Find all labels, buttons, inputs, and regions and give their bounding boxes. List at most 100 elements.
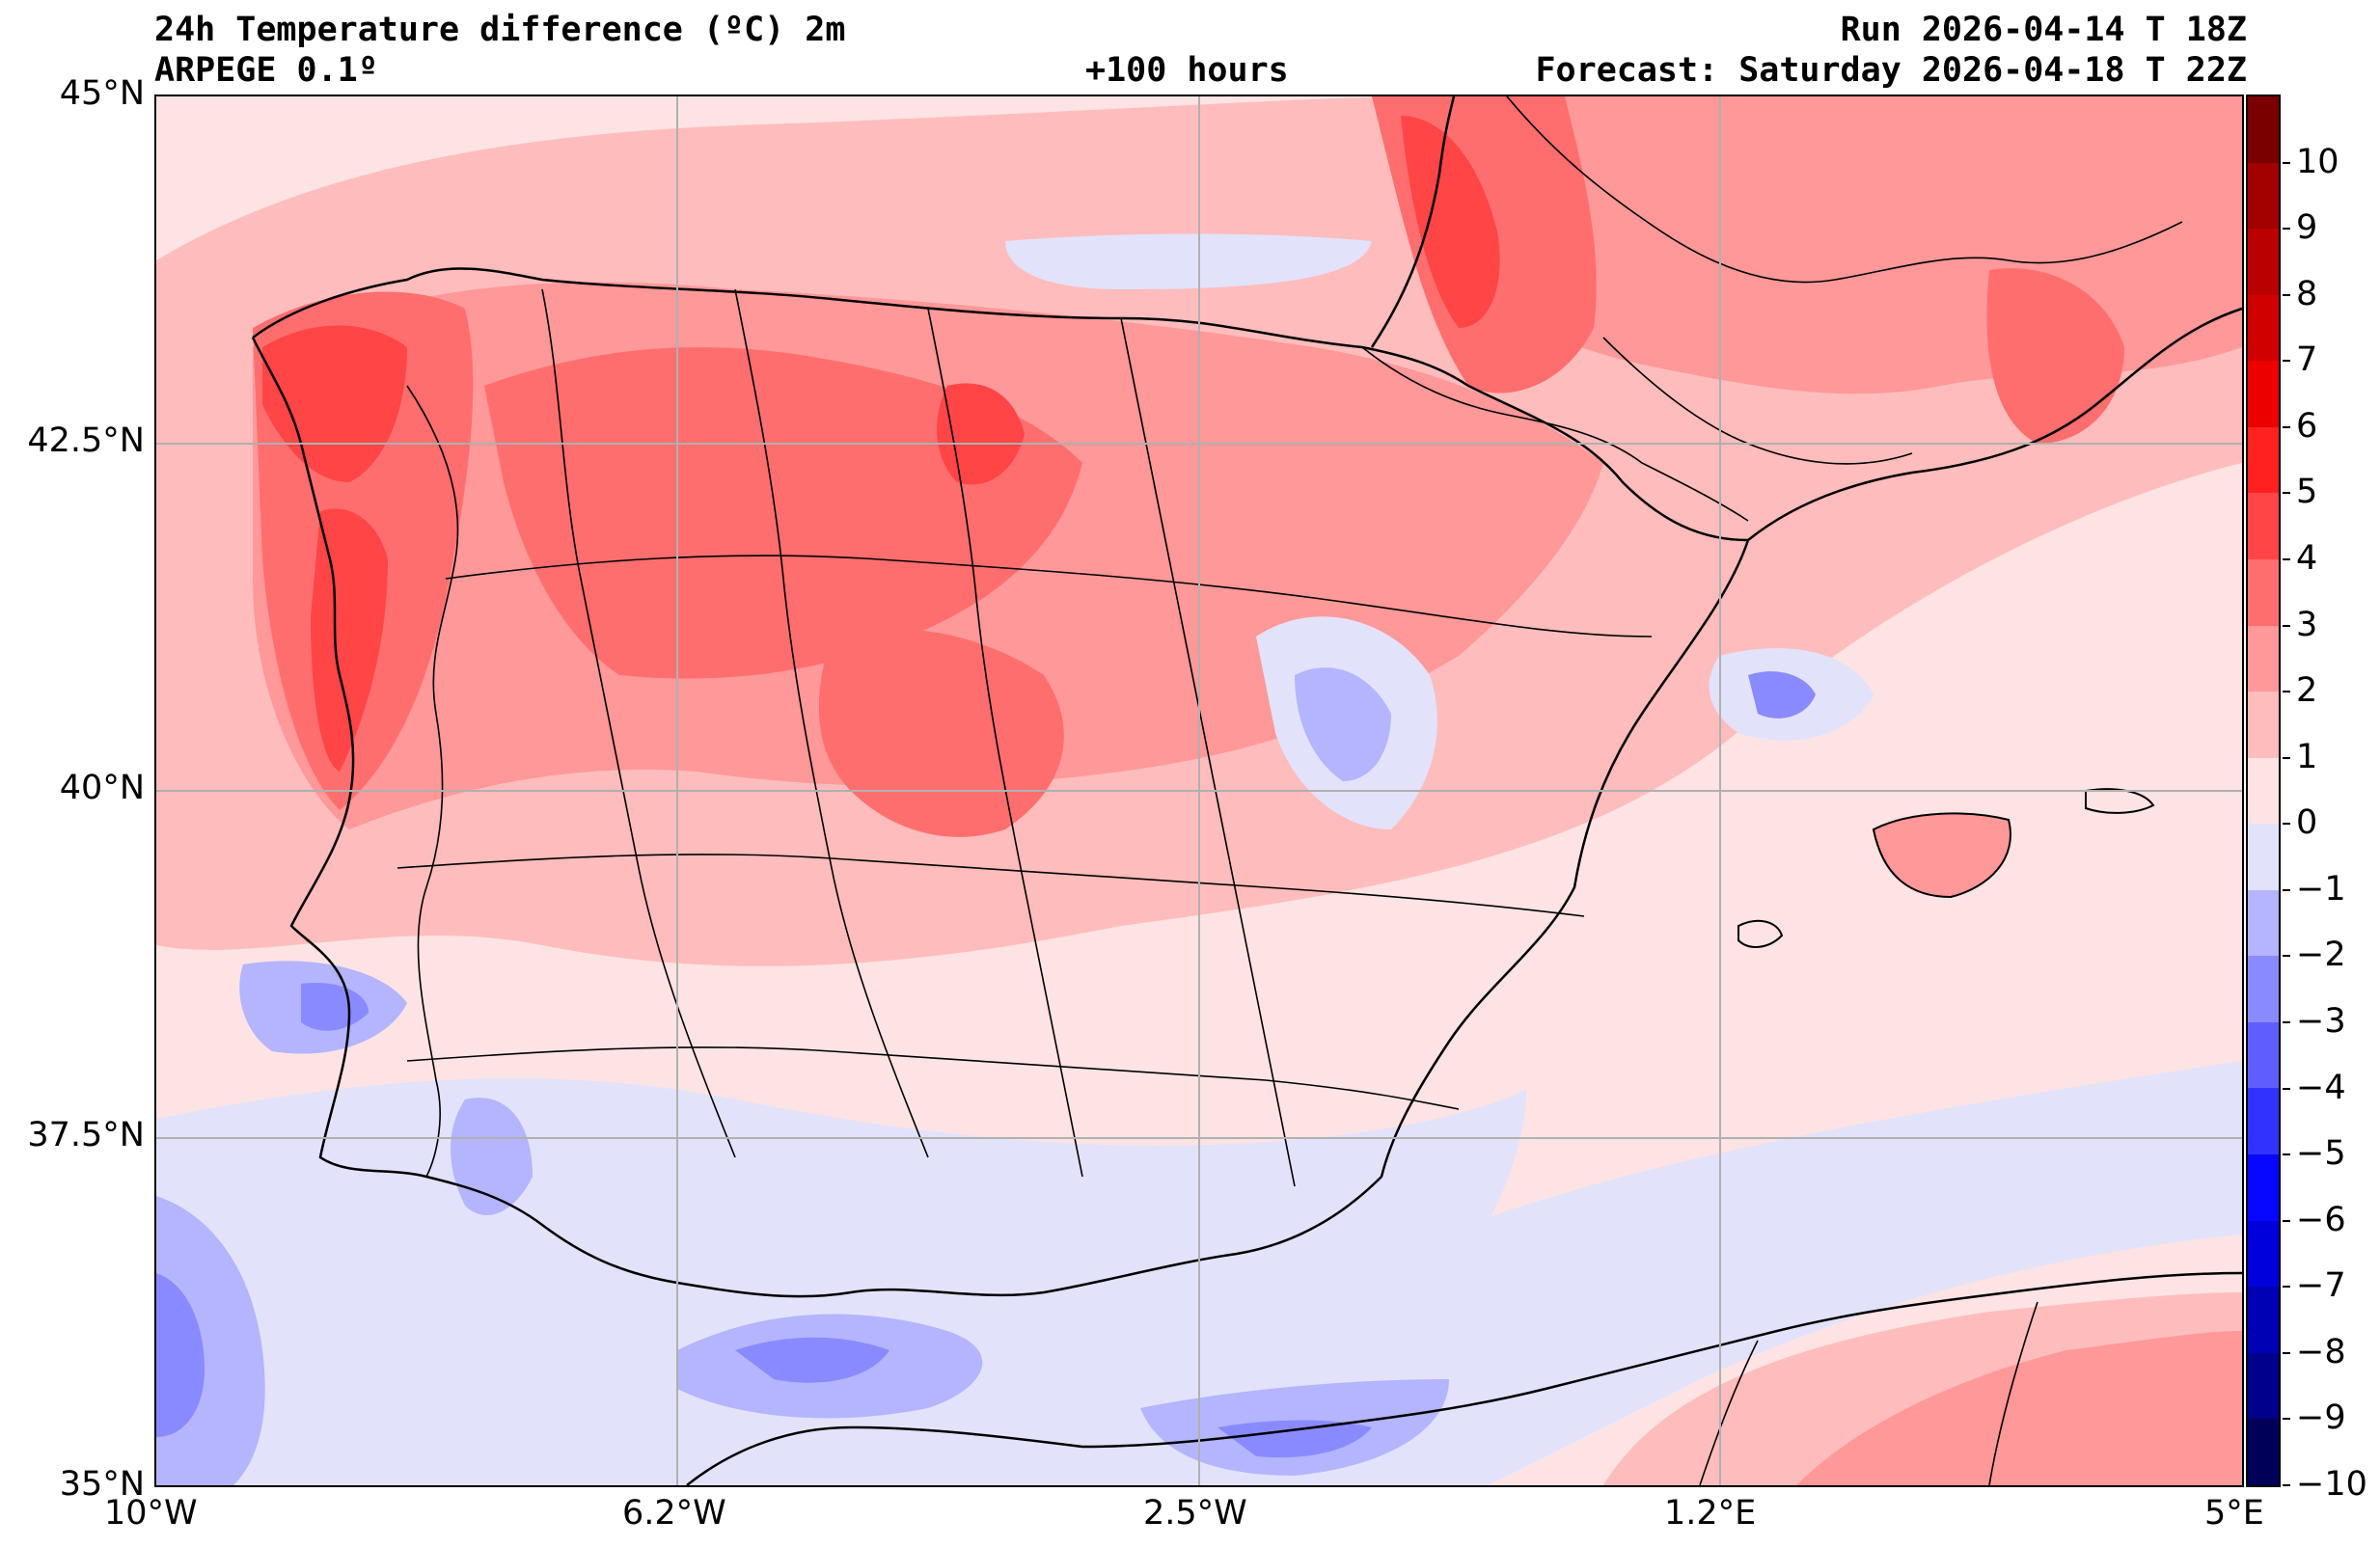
lon-label-5e: 5°E <box>2204 1494 2264 1533</box>
lon-label-2-5w: 2.5°W <box>1143 1494 1247 1533</box>
colorbar-segment <box>2248 1154 2279 1221</box>
province-border-g <box>406 1046 1460 1110</box>
colorbar-label: −9 <box>2296 1398 2346 1438</box>
colorbar-tick <box>2283 1418 2290 1421</box>
lat-label-35: 35°N <box>59 1465 145 1504</box>
castilla-hot-spot <box>484 347 1082 679</box>
colorbar-segment <box>2248 1287 2279 1353</box>
iberia-coastline <box>251 267 1750 1298</box>
colorbar-tick <box>2283 1484 2290 1486</box>
model-name: ARPEGE 0.1º <box>154 51 378 90</box>
colorbar-label: −6 <box>2296 1200 2346 1239</box>
portugal-spain-border <box>406 385 459 1178</box>
map-canvas <box>156 96 2242 1485</box>
colorbar-tick <box>2283 1153 2290 1156</box>
africa-coastline <box>686 1271 2242 1485</box>
colorbar-tick <box>2283 293 2290 296</box>
colorbar-tick <box>2283 1021 2290 1023</box>
colorbar-segment <box>2248 361 2279 427</box>
colorbar-segment <box>2248 558 2279 626</box>
colorbar-tick <box>2283 823 2290 826</box>
africa-border-b <box>1988 1301 2038 1485</box>
province-border-a <box>541 288 736 1158</box>
cantabrian-cool <box>1005 233 1372 289</box>
colorbar-segment <box>2248 889 2279 957</box>
colorbar-tick <box>2283 624 2290 627</box>
colorbar-segment <box>2248 162 2279 230</box>
colorbar-label: 4 <box>2296 539 2318 578</box>
colorbar-label: −7 <box>2296 1266 2346 1306</box>
colorbar-tick <box>2283 691 2290 693</box>
colorbar-label: 0 <box>2296 803 2318 843</box>
temperature-difference-map <box>154 95 2244 1487</box>
ibiza <box>1737 919 1784 948</box>
colorbar-label: 9 <box>2296 208 2318 248</box>
lon-label-10w: 10°W <box>104 1494 198 1533</box>
colorbar-label: −2 <box>2296 936 2346 975</box>
colorbar-segment <box>2248 229 2279 295</box>
colorbar-tick <box>2283 888 2290 891</box>
province-border-c <box>927 308 1083 1178</box>
run-time: Run 2026-04-14 T 18Z <box>1840 11 2247 49</box>
colorbar-segment <box>2248 1419 2279 1485</box>
lat-label-45: 45°N <box>59 74 145 113</box>
colorbar-tick <box>2283 955 2290 958</box>
colorbar-segment <box>2248 1220 2279 1288</box>
colorbar-segment <box>2248 956 2279 1022</box>
colorbar-label: 8 <box>2296 274 2318 313</box>
atlantic-cool-core <box>156 1273 205 1437</box>
colorbar-segment <box>2248 757 2279 825</box>
gulf-of-lion-coastline <box>1747 307 2242 541</box>
colorbar-label: 2 <box>2296 671 2318 711</box>
lat-label-37-5: 37.5°N <box>27 1116 145 1154</box>
colorbar-segment <box>2248 493 2279 559</box>
province-border-f <box>397 854 1585 917</box>
colorbar-tick <box>2283 1286 2290 1289</box>
gridlines <box>156 96 2242 1485</box>
lat-label-40: 40°N <box>59 769 145 807</box>
colorbar-label: 7 <box>2296 340 2318 380</box>
colorbar <box>2246 95 2281 1487</box>
colorbar-tick <box>2283 228 2290 231</box>
colorbar-segment <box>2248 294 2279 362</box>
colorbar-segment <box>2248 96 2279 163</box>
colorbar-tick <box>2283 1219 2290 1222</box>
colorbar-label: −5 <box>2296 1134 2346 1174</box>
pyrenees-core <box>1401 116 1500 328</box>
spain-france-border <box>1361 346 1749 522</box>
coastlines <box>251 96 2242 1485</box>
colorbar-label: 5 <box>2296 473 2318 512</box>
colorbar-tick <box>2283 1087 2290 1090</box>
colorbar-tick <box>2283 756 2290 759</box>
colorbar-segment <box>2248 625 2279 692</box>
colorbar-label: 1 <box>2296 737 2318 776</box>
algeria-cool-core <box>1217 1420 1372 1458</box>
colorbar-label: −10 <box>2296 1465 2367 1504</box>
colorbar-label: −8 <box>2296 1332 2346 1371</box>
colorbar-label: 10 <box>2296 142 2339 181</box>
lon-label-6-2w: 6.2°W <box>622 1494 726 1533</box>
ebro-cool-core <box>1295 667 1391 781</box>
colorbar-segment <box>2248 426 2279 494</box>
colorbar-label: −3 <box>2296 1002 2346 1041</box>
alboran-cool-core <box>735 1337 889 1383</box>
province-border-h <box>1506 96 2183 284</box>
province-border-b <box>734 288 929 1158</box>
africa-border-a <box>1699 1340 1759 1485</box>
colorbar-label: 6 <box>2296 406 2318 446</box>
burgos-core <box>937 383 1025 485</box>
balearic-cool-core <box>1748 671 1816 719</box>
france-coastline <box>1370 96 1456 348</box>
huelva-cool <box>451 1098 533 1215</box>
north-africa-warmer <box>1796 1331 2242 1485</box>
colorbar-tick <box>2283 161 2290 164</box>
coast-portugal-core <box>311 508 388 772</box>
mallorca <box>1872 812 2011 899</box>
province-border-e <box>445 555 1653 638</box>
colorbar-tick <box>2283 492 2290 495</box>
menorca <box>2085 788 2155 814</box>
colorbar-segment <box>2248 1088 2279 1154</box>
med-cool-band <box>1169 1061 2242 1485</box>
admin-borders <box>397 96 2183 1485</box>
forecast-time: Forecast: Saturday 2026-04-18 T 22Z <box>1535 51 2247 90</box>
